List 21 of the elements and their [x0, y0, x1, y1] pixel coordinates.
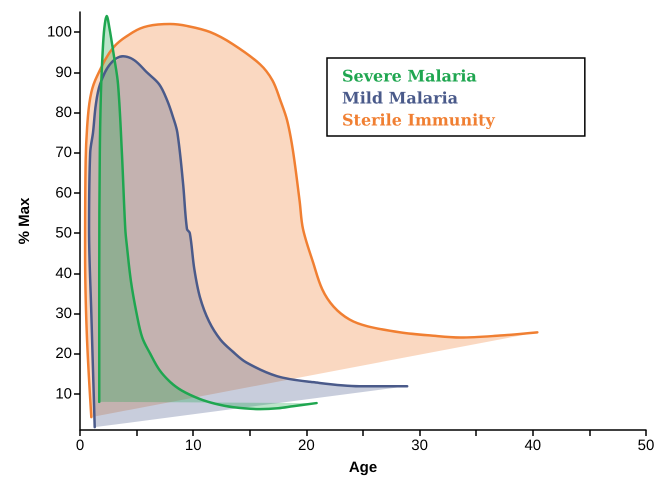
text: Severe Malaria — [342, 66, 477, 86]
text: Mild Malaria — [342, 88, 458, 108]
y-tick-label: 80 — [55, 104, 72, 121]
x-tick-label: 0 — [76, 437, 84, 454]
y-tick-label: 40 — [55, 264, 72, 282]
y-tick-label: 90 — [55, 64, 72, 81]
y-tick-label: 50 — [55, 224, 72, 242]
y-tick-label: 100 — [46, 24, 72, 41]
x-tick-label: 50 — [638, 437, 654, 454]
text: Sterile Immunity — [342, 110, 496, 130]
x-axis-title: Age — [348, 459, 378, 476]
y-tick-label: 10 — [55, 385, 72, 402]
x-tick-label: 20 — [298, 437, 315, 454]
y-tick-label: 70 — [55, 144, 72, 162]
x-tick-label: 10 — [184, 437, 202, 454]
y-axis-title: % Max — [16, 197, 33, 244]
y-tick-label: 30 — [55, 304, 72, 322]
x-tick-label: 40 — [524, 437, 542, 454]
y-tick-label: 60 — [55, 184, 72, 202]
x-tick-label: 30 — [411, 437, 428, 454]
y-tick-label: 20 — [55, 345, 72, 362]
